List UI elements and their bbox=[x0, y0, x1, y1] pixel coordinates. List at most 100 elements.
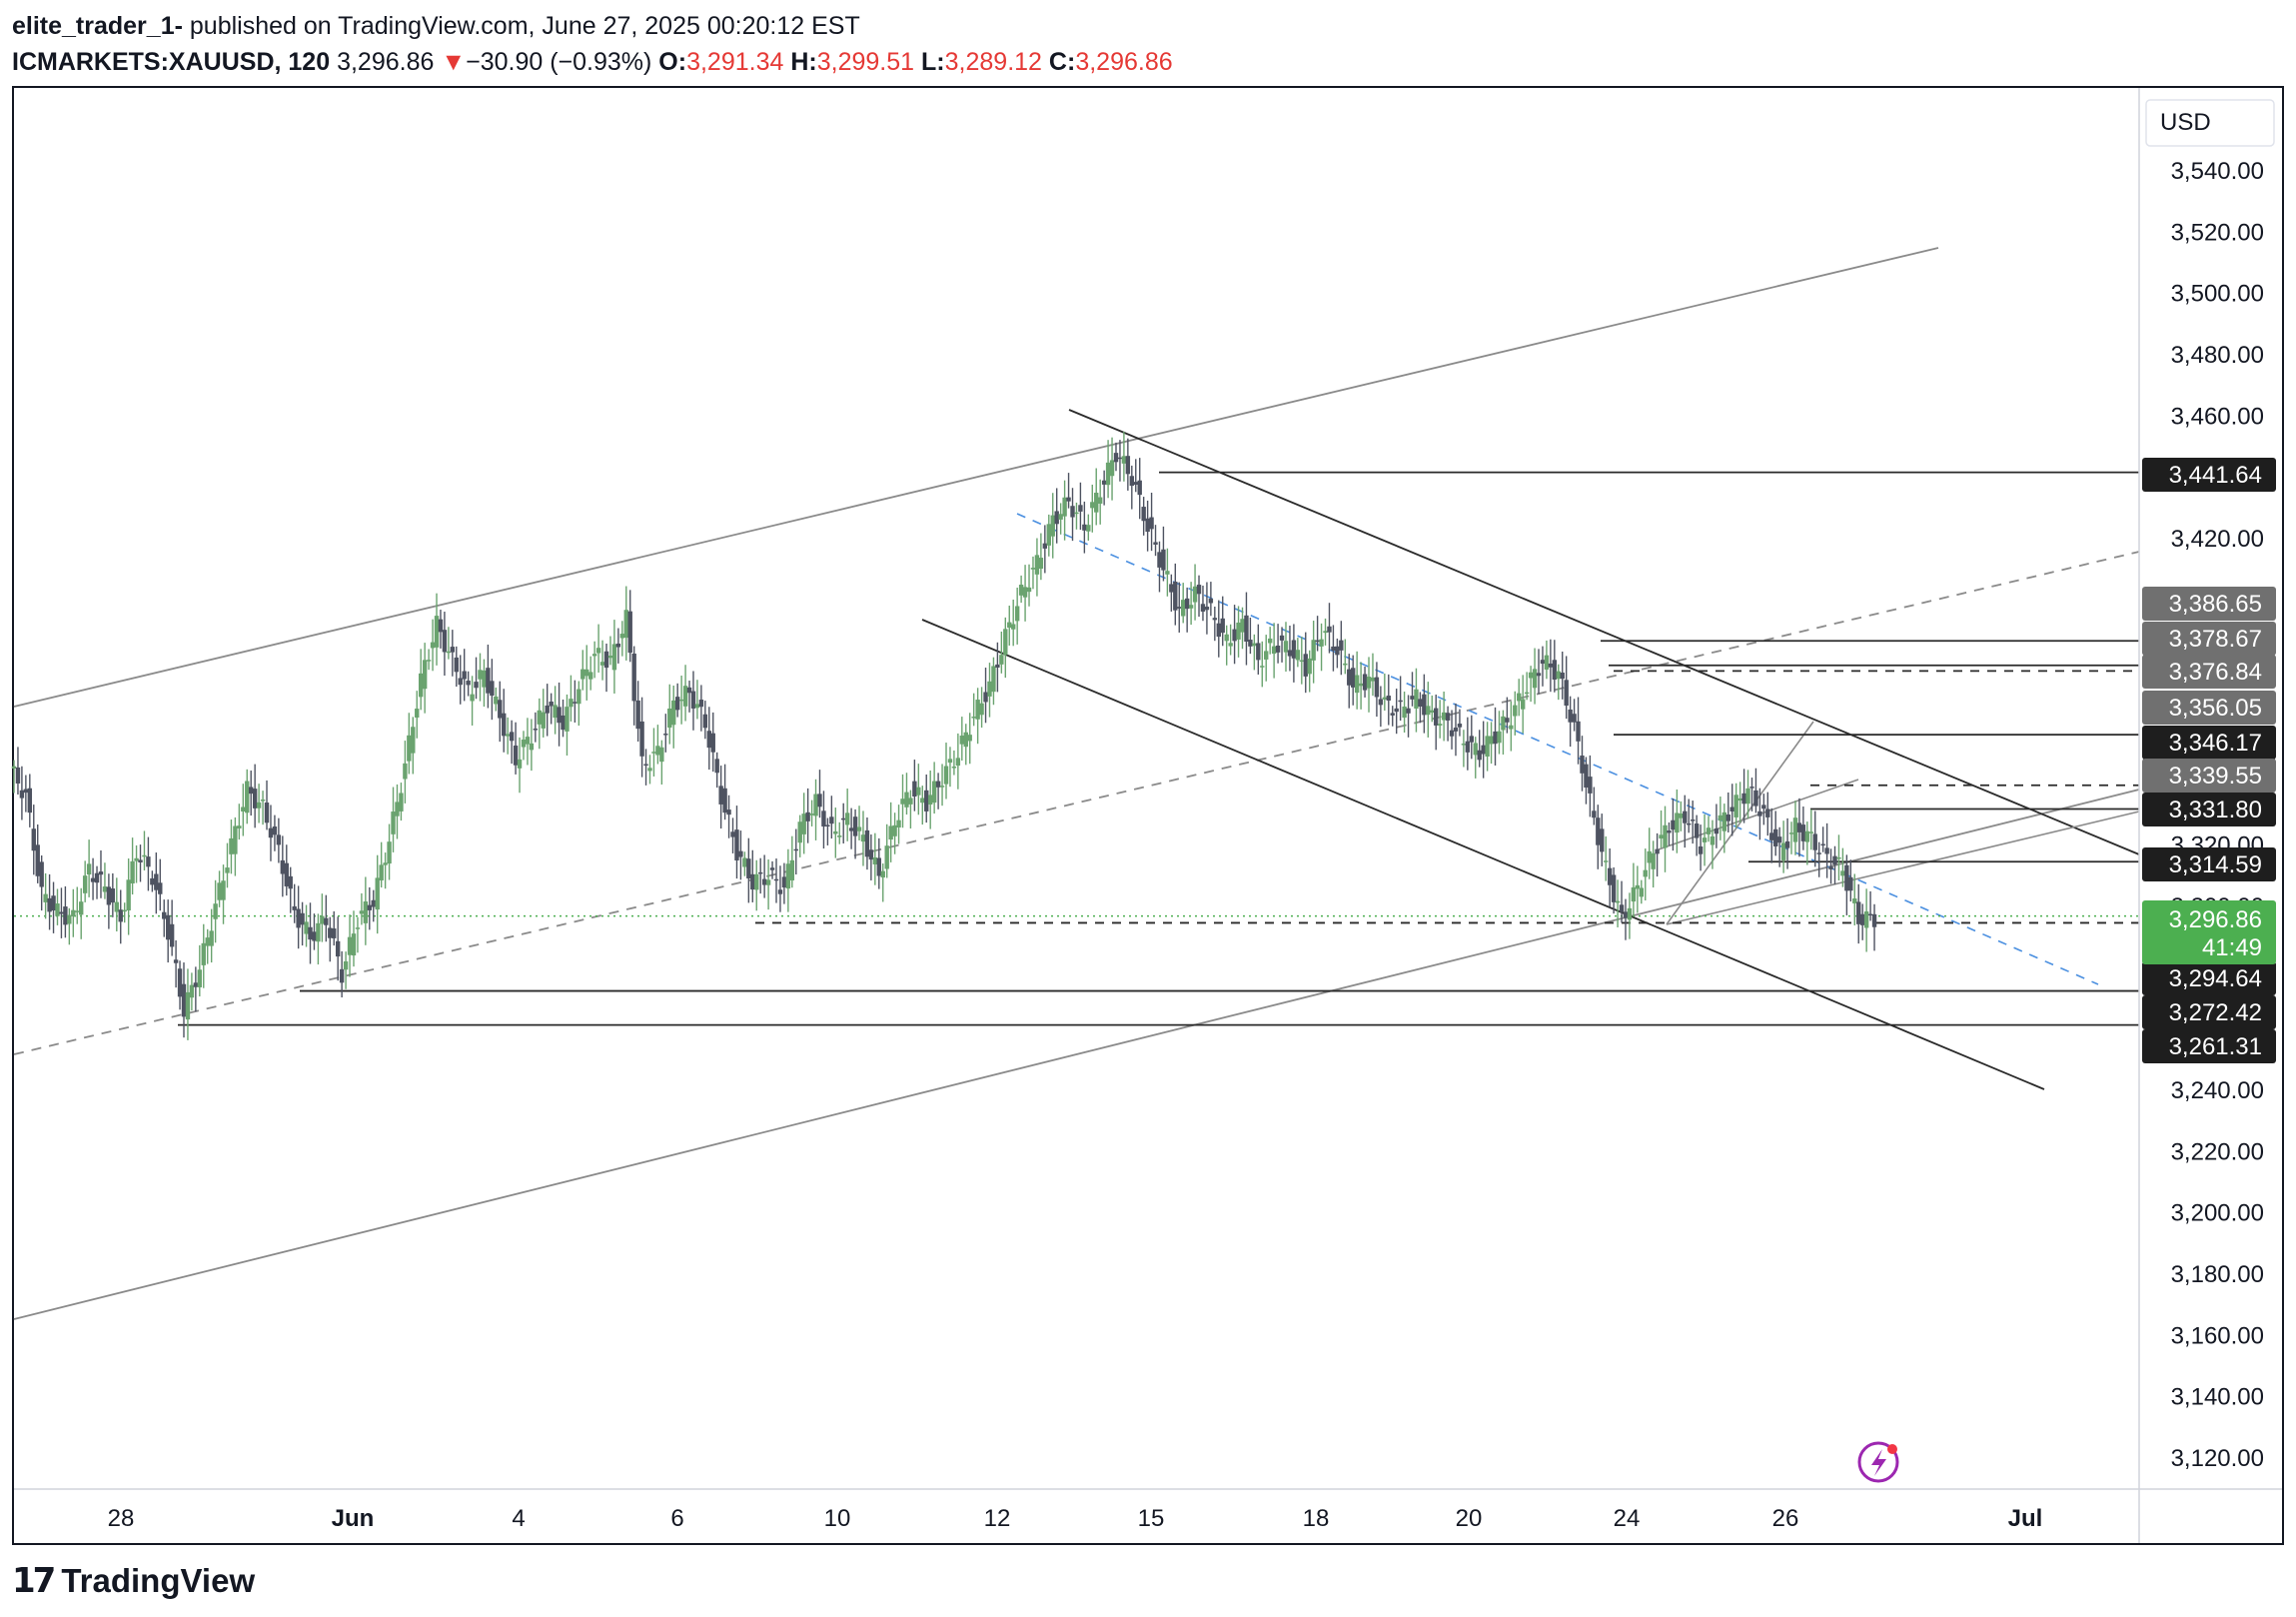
candle bbox=[1078, 482, 1083, 531]
candle bbox=[1354, 651, 1360, 710]
candle-body bbox=[288, 875, 293, 889]
candle-body bbox=[1517, 693, 1522, 702]
candle bbox=[304, 904, 309, 947]
price-tag[interactable]: 3,339.55 bbox=[2142, 759, 2276, 793]
candle bbox=[726, 795, 731, 838]
candle bbox=[292, 883, 297, 923]
candle bbox=[848, 808, 854, 849]
candle bbox=[635, 681, 640, 743]
price-tag[interactable]: 3,441.64 bbox=[2142, 458, 2276, 492]
price-tag[interactable]: 3,331.80 bbox=[2142, 793, 2276, 826]
price-tag[interactable]: 3,376.84 bbox=[2142, 655, 2276, 689]
candle-body bbox=[320, 915, 325, 924]
candle bbox=[205, 928, 210, 964]
candle bbox=[864, 816, 870, 870]
candle bbox=[1445, 706, 1451, 742]
candle-body bbox=[134, 857, 139, 861]
candle bbox=[880, 863, 885, 902]
x-tick-label: 28 bbox=[108, 1505, 135, 1532]
currency-button[interactable] bbox=[2145, 99, 2275, 147]
candle bbox=[1509, 701, 1514, 752]
candle bbox=[710, 712, 715, 773]
x-tick-label: 4 bbox=[512, 1505, 525, 1532]
price-tag[interactable]: 3,294.64 bbox=[2142, 961, 2276, 995]
candle-body bbox=[1485, 736, 1490, 758]
candle bbox=[844, 789, 850, 841]
footer-brand[interactable]: 𝟭𝟳 TradingView bbox=[12, 1561, 255, 1601]
y-tick-label: 3,420.00 bbox=[2171, 526, 2264, 553]
candle bbox=[1572, 699, 1577, 732]
candle-body bbox=[1804, 830, 1810, 842]
lightning-icon[interactable] bbox=[1857, 1441, 1899, 1483]
candle bbox=[1386, 674, 1391, 726]
candle bbox=[1414, 668, 1419, 733]
candle-body bbox=[1354, 675, 1360, 694]
candle-body bbox=[876, 857, 881, 876]
candle-body bbox=[991, 666, 996, 693]
candle-body bbox=[1101, 480, 1107, 485]
candle bbox=[363, 876, 369, 945]
candle bbox=[1145, 500, 1150, 552]
candle bbox=[674, 683, 680, 718]
candle-body bbox=[1074, 512, 1079, 515]
candle bbox=[94, 865, 100, 899]
candle-body bbox=[639, 721, 644, 757]
candle bbox=[647, 755, 652, 785]
candle bbox=[245, 769, 250, 824]
candle-body bbox=[1643, 869, 1648, 877]
candle bbox=[1844, 854, 1849, 915]
candle-body bbox=[694, 704, 700, 709]
candle bbox=[59, 887, 64, 938]
price-tag[interactable]: 3,386.65 bbox=[2142, 587, 2276, 621]
candle-body bbox=[106, 886, 112, 905]
candle-body bbox=[1611, 874, 1617, 902]
candle bbox=[1042, 525, 1048, 574]
price-tag-text: 3,294.64 bbox=[2169, 965, 2262, 992]
candle-body bbox=[754, 873, 759, 890]
candle bbox=[702, 701, 708, 740]
candle-body bbox=[1086, 525, 1091, 532]
candle bbox=[1030, 556, 1036, 590]
candle-body bbox=[663, 734, 668, 736]
candle bbox=[1749, 778, 1754, 811]
candle bbox=[403, 741, 408, 804]
author-name[interactable]: elite_trader_1- bbox=[12, 12, 183, 40]
price-tag[interactable]: 3,346.17 bbox=[2142, 726, 2276, 760]
candle-body bbox=[490, 681, 495, 697]
candle bbox=[1181, 583, 1186, 624]
candle-body bbox=[537, 710, 543, 725]
candle bbox=[201, 923, 206, 988]
price-tag[interactable]: 3,272.42 bbox=[2142, 995, 2276, 1029]
candle-body bbox=[1319, 639, 1324, 647]
candle-body bbox=[1327, 626, 1332, 633]
candle bbox=[1812, 810, 1817, 867]
candle bbox=[1299, 637, 1305, 685]
candle bbox=[682, 665, 688, 722]
candle-body bbox=[1378, 699, 1384, 706]
candle-body bbox=[268, 827, 274, 838]
candle-body bbox=[98, 871, 104, 875]
candle-body bbox=[1184, 598, 1190, 610]
candle-body bbox=[1279, 635, 1285, 641]
candle-body bbox=[375, 877, 380, 910]
price-tag[interactable]: 3,378.67 bbox=[2142, 622, 2276, 656]
price-tag[interactable]: 3,314.59 bbox=[2142, 847, 2276, 881]
candle-body bbox=[1149, 517, 1154, 530]
candle-body bbox=[158, 882, 163, 894]
candle bbox=[1184, 587, 1190, 633]
candle bbox=[486, 645, 491, 709]
price-tag[interactable]: 3,261.31 bbox=[2142, 1029, 2276, 1063]
symbol-name[interactable]: ICMARKETS:XAUUSD, 120 bbox=[12, 48, 331, 76]
last-price: 3,296.86 bbox=[337, 48, 435, 76]
candle bbox=[1157, 541, 1162, 593]
candle-body bbox=[1414, 689, 1419, 709]
price-tag-text: 3,386.65 bbox=[2169, 591, 2262, 618]
candle-body bbox=[221, 880, 226, 900]
candle bbox=[114, 877, 119, 931]
candle bbox=[931, 762, 937, 814]
price-tag[interactable]: 3,356.05 bbox=[2142, 691, 2276, 725]
candle bbox=[1584, 757, 1589, 805]
candle-body bbox=[1623, 911, 1629, 918]
